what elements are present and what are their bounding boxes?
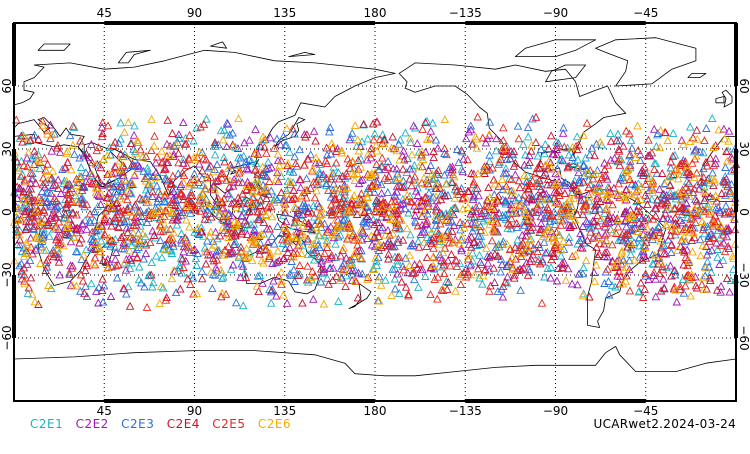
lon-label-top: 135 bbox=[273, 6, 296, 20]
occultation-triangles-c2e5 bbox=[12, 112, 739, 311]
occultation-triangles-c2e6 bbox=[10, 114, 740, 308]
lon-label-bottom: −90 bbox=[543, 404, 568, 418]
lat-label-right: 30 bbox=[737, 141, 750, 156]
legend-item-c2e5: C2E5 bbox=[212, 417, 246, 431]
lon-label-top: −45 bbox=[633, 6, 658, 20]
map-frame bbox=[12, 21, 738, 403]
lat-label-right: 0 bbox=[737, 208, 750, 216]
lon-label-bottom: −45 bbox=[633, 404, 658, 418]
lon-label-bottom: 180 bbox=[364, 404, 387, 418]
product-label: UCARwet2.2024-03-24 bbox=[593, 417, 736, 431]
coastline bbox=[545, 64, 586, 83]
lat-label-left: 0 bbox=[0, 208, 14, 216]
lat-label-left: 60 bbox=[0, 78, 14, 93]
lon-label-bottom: 135 bbox=[273, 404, 296, 418]
occultation-markers bbox=[9, 112, 741, 311]
lon-label-bottom: 45 bbox=[97, 404, 112, 418]
lat-label-left: −60 bbox=[0, 325, 14, 350]
coastline bbox=[254, 159, 260, 167]
lat-label-right: −60 bbox=[737, 325, 750, 350]
legend-item-c2e1: C2E1 bbox=[30, 417, 64, 431]
legend-item-c2e3: C2E3 bbox=[121, 417, 155, 431]
coastline bbox=[715, 96, 725, 104]
lon-label-top: −90 bbox=[543, 6, 568, 20]
coastline bbox=[230, 169, 237, 175]
lat-label-right: 60 bbox=[737, 78, 750, 93]
coastline bbox=[276, 213, 316, 234]
coastline bbox=[117, 49, 151, 64]
lon-label-bottom: 90 bbox=[187, 404, 202, 418]
coastline bbox=[687, 73, 707, 78]
coastline bbox=[721, 89, 733, 108]
coastline bbox=[515, 39, 596, 57]
coastline bbox=[13, 346, 737, 402]
coastline bbox=[37, 43, 71, 51]
lat-label-left: 30 bbox=[0, 141, 14, 156]
coastline bbox=[210, 41, 227, 49]
lon-label-top: 45 bbox=[97, 6, 112, 20]
legend-item-c2e6: C2E6 bbox=[257, 417, 292, 431]
lon-label-bottom: −135 bbox=[449, 404, 482, 418]
coastline bbox=[595, 37, 697, 87]
legend: C2E1 C2E2 C2E3 C2E4 C2E5 C2E6 bbox=[30, 417, 299, 431]
axis-labels: 45 45 90 90 135 135 180 180 −135 −135 −90 −90 −45 −45… bbox=[0, 6, 750, 418]
legend-item-c2e2: C2E2 bbox=[75, 417, 109, 431]
lon-label-top: 180 bbox=[364, 6, 387, 20]
lon-label-top: 90 bbox=[187, 6, 202, 20]
coastline bbox=[348, 283, 372, 309]
lat-label-left: −30 bbox=[0, 262, 14, 287]
coastline bbox=[288, 52, 316, 57]
lon-label-top: −135 bbox=[449, 6, 482, 20]
legend-item-c2e4: C2E4 bbox=[166, 417, 200, 431]
lat-label-right: −30 bbox=[737, 262, 750, 287]
